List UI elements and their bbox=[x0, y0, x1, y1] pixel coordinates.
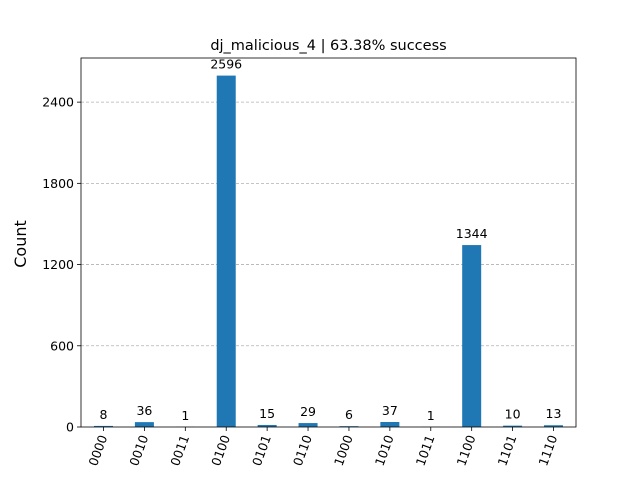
bar bbox=[216, 75, 236, 427]
bar-value-label: 36 bbox=[136, 403, 152, 418]
y-tick-label: 1800 bbox=[42, 176, 74, 191]
bar-value-label: 13 bbox=[546, 406, 562, 421]
bar-value-label: 2596 bbox=[210, 57, 242, 72]
bar bbox=[94, 425, 113, 427]
bar-value-label: 6 bbox=[345, 407, 353, 422]
bar bbox=[298, 423, 318, 427]
bar-value-label: 1 bbox=[427, 408, 435, 423]
bar-value-label: 1 bbox=[181, 408, 189, 423]
y-tick-label: 0 bbox=[66, 420, 74, 435]
y-tick-label: 1200 bbox=[42, 257, 74, 272]
y-axis-label: Count bbox=[11, 220, 30, 268]
bars bbox=[94, 75, 563, 427]
y-tick-label: 600 bbox=[50, 338, 74, 353]
grid-lines bbox=[81, 101, 576, 347]
bar bbox=[544, 425, 563, 427]
data-labels: 8 36 1 2596 15 29 6 37 1 1344 10 13 bbox=[100, 57, 562, 423]
bar-value-label: 10 bbox=[505, 407, 521, 422]
bar bbox=[134, 422, 154, 427]
bar bbox=[380, 421, 400, 427]
bar-value-label: 37 bbox=[382, 403, 398, 418]
y-tick-label: 2400 bbox=[42, 95, 74, 110]
bar-value-label: 1344 bbox=[456, 226, 488, 241]
bar-value-label: 8 bbox=[100, 407, 108, 422]
bar bbox=[339, 426, 359, 427]
bar-value-label: 15 bbox=[259, 406, 275, 421]
bar-value-label: 29 bbox=[300, 404, 316, 419]
bar bbox=[462, 245, 482, 427]
chart-title: dj_malicious_4 | 63.38% success bbox=[210, 38, 446, 54]
plot-frame bbox=[80, 57, 577, 428]
bar bbox=[257, 424, 277, 427]
bar bbox=[503, 425, 523, 427]
